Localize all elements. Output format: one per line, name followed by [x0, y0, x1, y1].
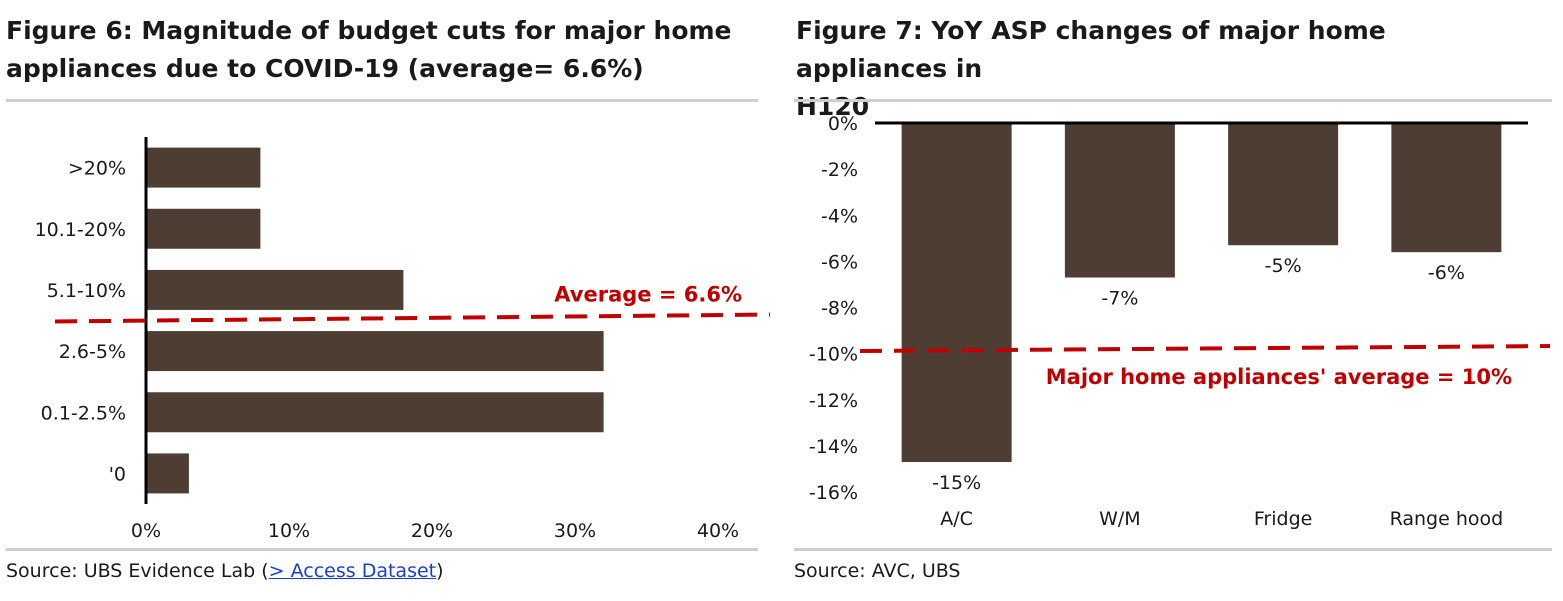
y-tick-label: -16%	[809, 482, 858, 504]
x-tick-label: 40%	[697, 520, 739, 542]
figure-6-title-line1: Figure 6: Magnitude of budget cuts for m…	[6, 16, 732, 45]
figure-7-title-line2: H120	[796, 92, 870, 121]
category-label: >20%	[68, 158, 126, 180]
category-label: Fridge	[1254, 508, 1312, 530]
bar	[1228, 123, 1339, 246]
y-tick-label: -12%	[809, 390, 858, 412]
category-label: 0.1-2.5%	[41, 402, 126, 424]
figure-6-chart: >20% 10.1-20% 5.1-10% 2.6-5% 0.1-2.5% '0 0% 10%…	[35, 137, 770, 542]
category-label: 2.6-5%	[59, 341, 126, 363]
average-reference-line	[859, 344, 1551, 354]
category-label: Range hood	[1390, 508, 1504, 530]
figure-7-title: Figure 7: YoY ASP changes of major home …	[796, 12, 1536, 126]
x-tick-label: 10%	[268, 520, 310, 542]
y-tick-label: -2%	[821, 159, 858, 181]
bar	[146, 147, 261, 188]
figure-7-title-line1: Figure 7: YoY ASP changes of major home …	[796, 16, 1386, 83]
average-reference-label: Average = 6.6%	[554, 283, 742, 307]
figure-6-top-rule	[6, 99, 758, 102]
category-label: W/M	[1099, 508, 1141, 530]
bar	[1391, 123, 1502, 253]
category-label: 10.1-20%	[35, 219, 126, 241]
x-tick-label: 0%	[131, 520, 161, 542]
figure-7-chart: 0% -2% -4% -6% -8% -10% -12% -14% -16% -15% A/C -7%…	[809, 113, 1551, 530]
y-tick-label: -10%	[809, 344, 858, 366]
data-label: -5%	[1265, 255, 1302, 277]
x-tick-label: 30%	[554, 520, 596, 542]
x-tick-label: 20%	[411, 520, 453, 542]
y-tick-label: -4%	[821, 205, 858, 227]
average-reference-line	[54, 312, 770, 324]
figure-6-source: Source: UBS Evidence Lab (> Access Datas…	[6, 560, 444, 582]
bar	[146, 269, 404, 310]
category-label: '0	[109, 463, 126, 485]
figure-6-title: Figure 6: Magnitude of budget cuts for m…	[6, 12, 746, 88]
data-label: -6%	[1428, 262, 1465, 284]
figure-6-source-suffix: )	[436, 560, 444, 582]
y-tick-label: -8%	[821, 298, 858, 320]
category-label: 5.1-10%	[47, 280, 126, 302]
figure-7-panel: Figure 7: YoY ASP changes of major home …	[790, 0, 1563, 601]
figure-6-panel: Figure 6: Magnitude of budget cuts for m…	[0, 0, 770, 601]
y-tick-label: -6%	[821, 251, 858, 273]
figure-7-source: Source: AVC, UBS	[794, 560, 961, 582]
data-label: -15%	[932, 472, 981, 494]
data-label: -7%	[1101, 288, 1138, 310]
access-dataset-link[interactable]: > Access Dataset	[268, 560, 437, 582]
figure-7-top-rule	[794, 99, 1552, 102]
bar	[146, 331, 604, 372]
figure-6-title-line2: appliances due to COVID-19 (average= 6.6…	[6, 54, 644, 83]
figure-6-bottom-rule	[6, 548, 758, 551]
category-label: A/C	[940, 508, 973, 530]
bar	[901, 123, 1012, 463]
bar	[146, 392, 604, 433]
bar	[146, 453, 189, 494]
figure-7-bottom-rule	[794, 548, 1552, 551]
figure-6-source-prefix: Source: UBS Evidence Lab (	[6, 560, 269, 582]
bar	[1064, 123, 1175, 278]
average-reference-label: Major home appliances' average = 10%	[1046, 365, 1512, 389]
y-tick-label: -14%	[809, 436, 858, 458]
y-tick-label: 0%	[828, 113, 858, 135]
bar	[146, 208, 261, 249]
